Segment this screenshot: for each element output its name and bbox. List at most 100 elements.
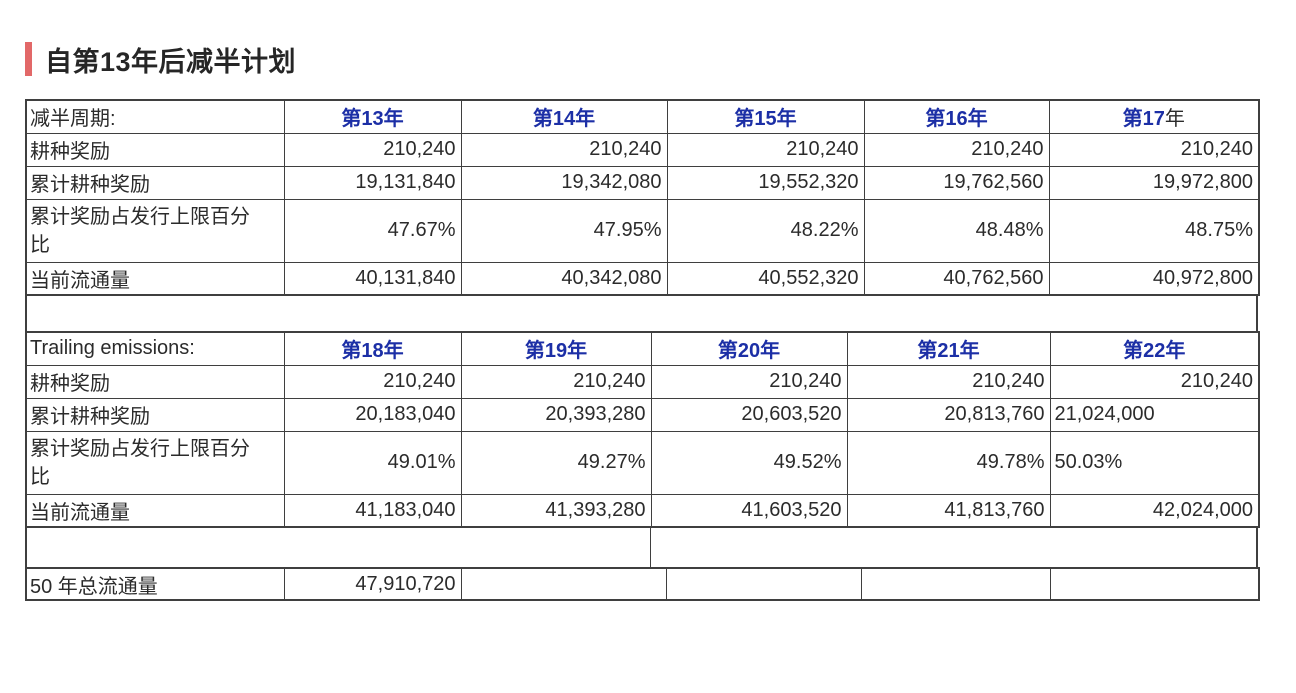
page-header: 自第13年后减半计划 — [25, 40, 1296, 78]
table-cell: 210,240 — [283, 132, 462, 167]
row-label: 当前流通量 — [25, 261, 285, 296]
table-cell: 19,131,840 — [283, 165, 462, 200]
table-cell: 47.95% — [460, 198, 668, 263]
row-label: 累计奖励占发行上限百分比 — [25, 198, 285, 263]
row-label: 耕种奖励 — [25, 132, 285, 167]
halving-table-years-18-22: Trailing emissions: 第18年 第19年 第20年 第21年 … — [25, 331, 1260, 528]
row-label: 当前流通量 — [25, 493, 285, 528]
table-cell: 19,762,560 — [863, 165, 1050, 200]
table-cell: 21,024,000 — [1049, 397, 1260, 432]
table-cell: 41,603,520 — [650, 493, 848, 528]
table-cell: 47.67% — [283, 198, 462, 263]
year-header-text: 第14年 — [532, 108, 596, 131]
empty-cell — [665, 567, 862, 601]
table-gap — [25, 296, 1258, 331]
row-label: 累计奖励占发行上限百分比 — [25, 430, 285, 495]
corner-label: 减半周期: — [25, 99, 285, 134]
border-stub — [1256, 296, 1258, 331]
halving-table-years-13-17: 减半周期: 第13年 第14年 第15年 第16年 第17年 耕种奖励 210,… — [25, 99, 1260, 296]
year-header-17: 第17年 — [1048, 99, 1260, 134]
year-header-14: 第14年 — [460, 99, 668, 134]
table-header-row: 减半周期: 第13年 第14年 第15年 第16年 第17年 — [25, 99, 1260, 134]
table-cell: 19,342,080 — [460, 165, 668, 200]
empty-cell — [1049, 567, 1260, 601]
table-row-cumulative-reward: 累计耕种奖励 20,183,040 20,393,280 20,603,520 … — [25, 397, 1260, 432]
table-cell: 210,240 — [460, 364, 652, 399]
table-cell: 48.22% — [666, 198, 865, 263]
total-value-cell: 47,910,720 — [283, 567, 462, 601]
table-cell: 210,240 — [650, 364, 848, 399]
year-header-text: 第21年 — [917, 340, 980, 363]
table-cell: 20,393,280 — [460, 397, 652, 432]
row-label: 50 年总流通量 — [25, 567, 285, 601]
table-header-row: Trailing emissions: 第18年 第19年 第20年 第21年 … — [25, 331, 1260, 366]
year-header-22: 第22年 — [1049, 331, 1260, 366]
table-row-current-circulation: 当前流通量 41,183,040 41,393,280 41,603,520 4… — [25, 493, 1260, 528]
table-cell: 19,552,320 — [666, 165, 865, 200]
table-row-cumulative-reward: 累计耕种奖励 19,131,840 19,342,080 19,552,320 … — [25, 165, 1260, 200]
table-cell: 49.52% — [650, 430, 848, 495]
title-accent-bar — [25, 42, 32, 76]
row-label: 累计耕种奖励 — [25, 165, 285, 200]
year-header-text: 第19年 — [524, 340, 588, 363]
row-label-text: 累计奖励占发行上限百分比 — [30, 205, 250, 256]
table-cell: 210,240 — [1049, 364, 1260, 399]
row-label: 耕种奖励 — [25, 364, 285, 399]
year-header-13: 第13年 — [283, 99, 462, 134]
corner-label: Trailing emissions: — [25, 331, 285, 366]
table-cell: 210,240 — [666, 132, 865, 167]
table-row-farming-reward: 耕种奖励 210,240 210,240 210,240 210,240 210… — [25, 364, 1260, 399]
table-cell: 40,972,800 — [1048, 261, 1260, 296]
table-cell: 210,240 — [1048, 132, 1260, 167]
year-header-suffix: 年 — [1164, 108, 1185, 131]
year-header-text: 第15年 — [734, 108, 797, 131]
table-cell: 210,240 — [283, 364, 462, 399]
year-header-18: 第18年 — [283, 331, 462, 366]
table-cell: 19,972,800 — [1048, 165, 1260, 200]
border-stub — [25, 528, 27, 567]
table-cell: 20,603,520 — [650, 397, 848, 432]
table-cell: 50.03% — [1049, 430, 1260, 495]
table-cell: 40,552,320 — [666, 261, 865, 296]
empty-cell — [460, 567, 667, 601]
table-cell: 41,393,280 — [460, 493, 652, 528]
row-label-text: 累计奖励占发行上限百分比 — [30, 437, 250, 488]
table-cell: 40,131,840 — [283, 261, 462, 296]
total-circulation-table: 50 年总流通量 47,910,720 — [25, 567, 1260, 601]
border-stub — [25, 296, 27, 331]
page-title: 自第13年后减半计划 — [45, 46, 297, 77]
year-header-text: 第22年 — [1123, 340, 1186, 363]
table-cell: 48.75% — [1048, 198, 1260, 263]
table-cell: 40,762,560 — [863, 261, 1050, 296]
year-header-19: 第19年 — [460, 331, 652, 366]
year-header-text: 第16年 — [925, 108, 988, 131]
table-row-current-circulation: 当前流通量 40,131,840 40,342,080 40,552,320 4… — [25, 261, 1260, 296]
table-cell: 41,813,760 — [846, 493, 1051, 528]
table-gap — [25, 528, 1258, 567]
table-row-total: 50 年总流通量 47,910,720 — [25, 567, 1260, 601]
table-cell: 210,240 — [846, 364, 1051, 399]
year-header-16: 第16年 — [863, 99, 1050, 134]
table-cell: 20,183,040 — [283, 397, 462, 432]
year-header-text: 第18年 — [341, 340, 404, 363]
table-cell: 49.27% — [460, 430, 652, 495]
table-row-percent-of-cap: 累计奖励占发行上限百分比 49.01% 49.27% 49.52% 49.78%… — [25, 430, 1260, 495]
year-header-15: 第15年 — [666, 99, 865, 134]
table-cell: 41,183,040 — [283, 493, 462, 528]
table-cell: 20,813,760 — [846, 397, 1051, 432]
border-stub — [1256, 528, 1258, 567]
table-cell: 49.78% — [846, 430, 1051, 495]
table-cell: 42,024,000 — [1049, 493, 1260, 528]
year-header-text: 第17 — [1122, 108, 1165, 131]
table-cell: 210,240 — [863, 132, 1050, 167]
year-header-20: 第20年 — [650, 331, 848, 366]
table-row-farming-reward: 耕种奖励 210,240 210,240 210,240 210,240 210… — [25, 132, 1260, 167]
empty-cell — [860, 567, 1051, 601]
year-header-text: 第13年 — [341, 108, 404, 131]
table-cell: 49.01% — [283, 430, 462, 495]
table-cell: 210,240 — [460, 132, 668, 167]
year-header-text: 第20年 — [717, 340, 781, 363]
border-stub — [650, 528, 651, 567]
row-label: 累计耕种奖励 — [25, 397, 285, 432]
table-cell: 40,342,080 — [460, 261, 668, 296]
